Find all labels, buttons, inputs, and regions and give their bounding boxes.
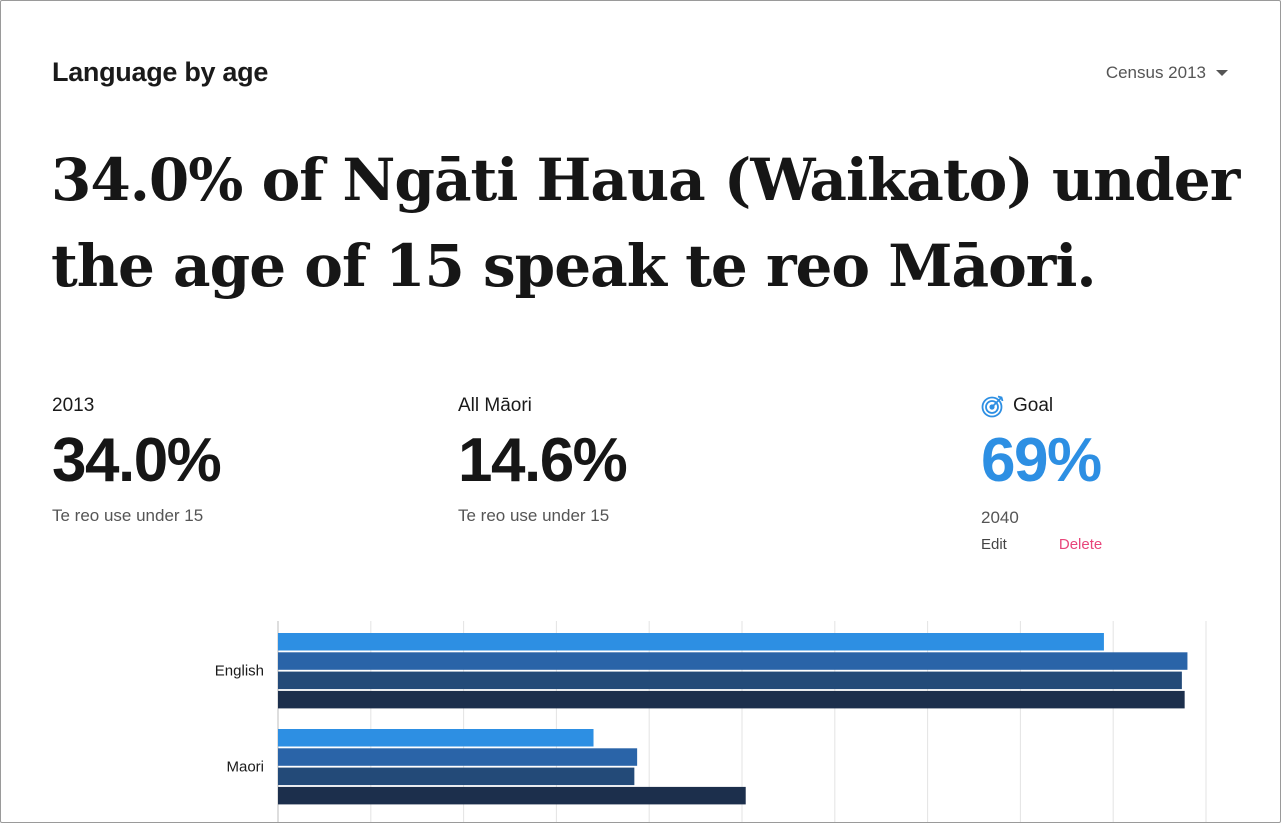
- goal-actions: Edit Delete: [981, 536, 1102, 553]
- bar-english-series-4[interactable]: [278, 690, 1185, 709]
- target-icon: [981, 394, 1005, 418]
- stat-value: 14.6%: [458, 426, 628, 495]
- census-dropdown[interactable]: Census 2013: [1106, 63, 1228, 83]
- edit-button[interactable]: Edit: [981, 536, 1007, 553]
- category-label-maori: Maori: [226, 759, 264, 776]
- stat-2013: 2013 34.0% Te reo use under 15: [52, 394, 222, 526]
- bar-maori-series-2[interactable]: [278, 748, 638, 766]
- goal-panel: Goal 69% 2040 Edit Delete: [981, 394, 1102, 553]
- goal-label: Goal: [1013, 395, 1054, 416]
- bar-english-series-1[interactable]: [278, 633, 1104, 651]
- goal-value: 69%: [981, 426, 1102, 495]
- goal-label-row: Goal: [981, 394, 1102, 418]
- bar-english-series-2[interactable]: [278, 652, 1188, 670]
- stat-subtitle: Te reo use under 15: [52, 506, 204, 525]
- headline: 34.0% of Ngāti Haua (Waikato) under the …: [51, 146, 1240, 300]
- bar-maori-series-4[interactable]: [278, 786, 746, 805]
- bar-maori-series-3[interactable]: [278, 767, 635, 786]
- stat-label: 2013: [52, 395, 95, 416]
- census-dropdown-value: Census 2013: [1105, 63, 1206, 82]
- bar-english-series-3[interactable]: [278, 671, 1182, 690]
- stat-subtitle: Te reo use under 15: [458, 506, 610, 525]
- stat-label: All Māori: [458, 395, 532, 416]
- language-bar-chart: English Maori: [215, 621, 1207, 822]
- caret-down-icon: [1216, 70, 1228, 76]
- bar-maori-series-1[interactable]: [278, 729, 594, 747]
- section-title: Language by age: [52, 57, 269, 87]
- stat-value: 34.0%: [52, 426, 222, 495]
- delete-button[interactable]: Delete: [1058, 536, 1103, 553]
- category-label-english: English: [215, 663, 264, 680]
- stat-all-maori: All Māori 14.6% Te reo use under 15: [458, 394, 628, 526]
- goal-year: 2040: [981, 508, 1019, 527]
